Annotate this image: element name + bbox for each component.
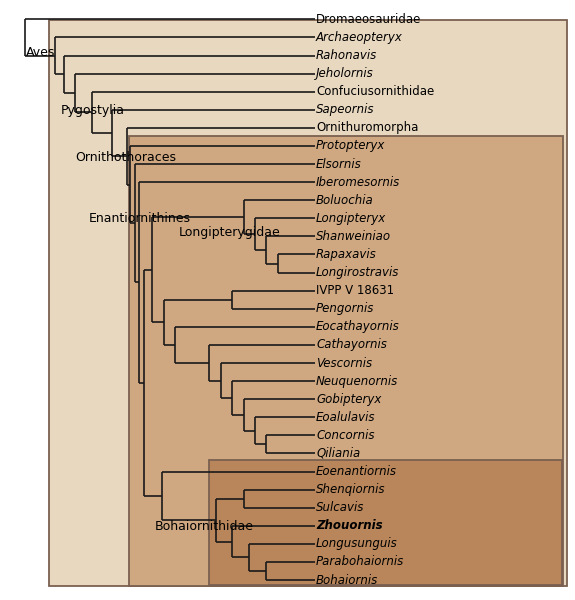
Text: Longusunguis: Longusunguis xyxy=(316,538,398,550)
Text: Eocathayornis: Eocathayornis xyxy=(316,320,400,334)
Text: Qiliania: Qiliania xyxy=(316,447,361,460)
Text: Neuquenornis: Neuquenornis xyxy=(316,374,398,388)
Text: Shanweiniao: Shanweiniao xyxy=(316,230,391,243)
Text: Dromaeosauridae: Dromaeosauridae xyxy=(316,13,421,26)
Text: Shenqiornis: Shenqiornis xyxy=(316,483,386,496)
Text: Cathayornis: Cathayornis xyxy=(316,338,387,352)
Text: Vescornis: Vescornis xyxy=(316,356,372,370)
Text: Longipterygidae: Longipterygidae xyxy=(179,226,281,239)
Text: Confuciusornithidae: Confuciusornithidae xyxy=(316,85,434,98)
Text: Bohaiornis: Bohaiornis xyxy=(316,574,378,587)
Text: Gobipteryx: Gobipteryx xyxy=(316,392,381,406)
Text: Sapeornis: Sapeornis xyxy=(316,103,374,116)
Text: Parabohaiornis: Parabohaiornis xyxy=(316,556,404,568)
Text: Rapaxavis: Rapaxavis xyxy=(316,248,377,261)
Text: Enantiornithines: Enantiornithines xyxy=(89,212,191,226)
Text: Pygostylia: Pygostylia xyxy=(60,104,124,118)
Text: Longipteryx: Longipteryx xyxy=(316,212,386,225)
Text: Protopteryx: Protopteryx xyxy=(316,139,385,152)
Text: IVPP V 18631: IVPP V 18631 xyxy=(316,284,394,297)
Text: Sulcavis: Sulcavis xyxy=(316,501,365,514)
Text: Eoenantiornis: Eoenantiornis xyxy=(316,465,397,478)
Text: Eoalulavis: Eoalulavis xyxy=(316,411,375,424)
Text: Boluochia: Boluochia xyxy=(316,194,374,207)
Text: Archaeopteryx: Archaeopteryx xyxy=(316,31,403,44)
Text: Zhouornis: Zhouornis xyxy=(316,519,383,532)
Text: Rahonavis: Rahonavis xyxy=(316,49,377,62)
Text: Ornithuromorpha: Ornithuromorpha xyxy=(316,121,419,134)
Text: Ornithothoraces: Ornithothoraces xyxy=(75,151,176,164)
Text: Pengornis: Pengornis xyxy=(316,302,374,315)
Text: Aves: Aves xyxy=(26,46,55,59)
Text: Jeholornis: Jeholornis xyxy=(316,67,374,80)
Text: Concornis: Concornis xyxy=(316,429,374,442)
Text: Longirostravis: Longirostravis xyxy=(316,266,400,279)
Text: Iberomesornis: Iberomesornis xyxy=(316,176,400,188)
Text: Bohaiornithidae: Bohaiornithidae xyxy=(155,520,254,533)
Text: Elsornis: Elsornis xyxy=(316,158,362,170)
Bar xyxy=(129,136,563,586)
Bar xyxy=(209,460,562,585)
